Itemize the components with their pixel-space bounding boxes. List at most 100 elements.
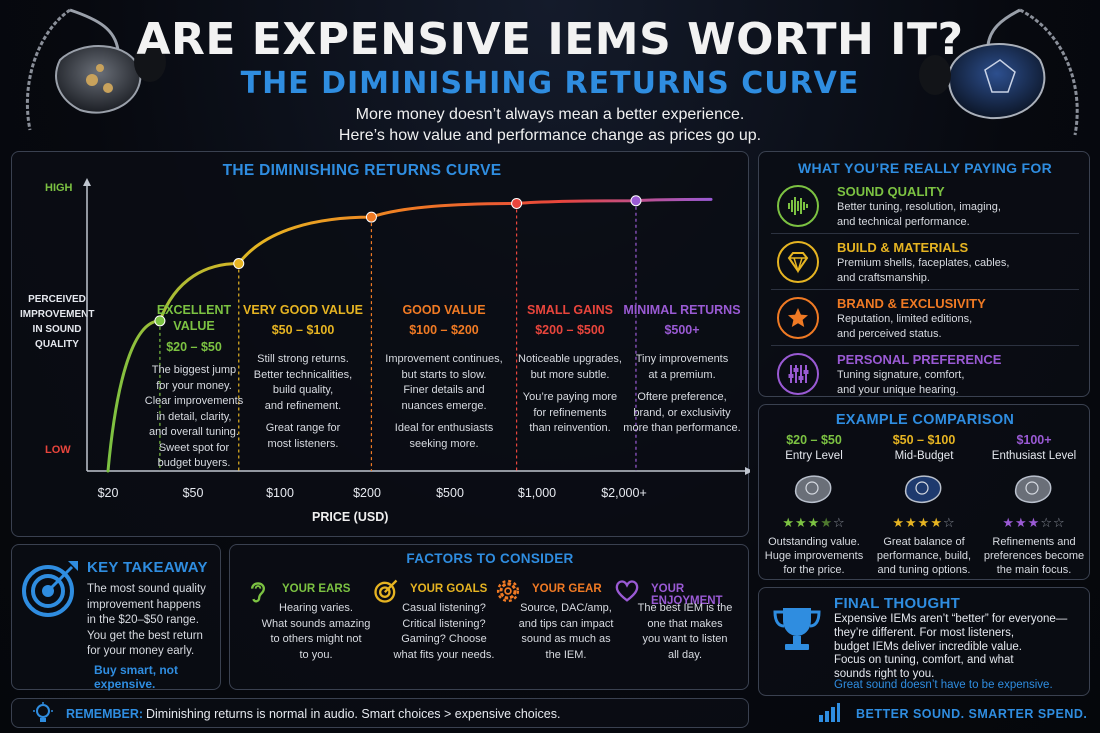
- final-thought-text: Expensive IEMs aren’t “better” for every…: [834, 613, 1086, 682]
- segment-description-line: budget buyers.: [157, 457, 231, 469]
- segment-description-line: Ideal for enthusiasts: [394, 422, 494, 434]
- rating-star: ★: [917, 515, 931, 530]
- factor-desc-line: Critical listening?: [402, 617, 486, 630]
- y-axis-low-label: LOW: [45, 444, 71, 456]
- curve-marker: [154, 315, 166, 327]
- iem-thumbnail: [904, 475, 942, 504]
- factor-title: YOUR GEAR: [532, 583, 602, 595]
- segment-description-line: seeking more.: [409, 437, 479, 450]
- paying-item-icon: [777, 185, 819, 227]
- x-tick-label: $1,000: [518, 486, 556, 500]
- intro-line-2: Here’s how value and performance change …: [338, 127, 762, 144]
- comparison-heading: EXAMPLE COMPARISON: [835, 412, 1015, 428]
- segment-block: EXCELLENT VALUE $20 – $50 The biggest jump…: [124, 302, 264, 472]
- segment-title: VERY GOOD VALUE: [243, 303, 363, 317]
- rating-star: ★: [1002, 515, 1016, 530]
- segment-description: Improvement continues, but starts to slow…: [374, 352, 514, 452]
- segment-range: $50 – $100: [271, 323, 335, 337]
- paying-item-desc: Reputation, limited editions,: [837, 313, 973, 325]
- paying-item-title: PERSONAL PREFERENCE: [837, 352, 1002, 367]
- segment-description-line: Oftere preference,: [637, 391, 727, 403]
- factor-desc-line: all day.: [667, 648, 703, 661]
- sliders-icon: [788, 365, 809, 383]
- rating-star: ★: [1015, 515, 1028, 530]
- segment-description-line: but starts to slow.: [401, 368, 487, 381]
- factor-title: YOUR EARS: [282, 583, 351, 595]
- segment-description-line: and refinement.: [264, 399, 342, 412]
- segment-block: MINIMAL RETURNS $500+ Tiny improvements at …: [612, 302, 752, 437]
- factor-desc-line: one that makes: [647, 617, 723, 630]
- final-thought-line: they’re different. For most listeners,: [834, 626, 1015, 639]
- segment-description-line: most listeners.: [267, 437, 339, 450]
- rating-star: ★: [820, 515, 833, 530]
- takeaway-line: improvement happens: [87, 598, 201, 611]
- page-subtitle: THE DIMINISHING RETURNS CURVE: [240, 66, 860, 101]
- soundwave-icon: [788, 197, 808, 215]
- segment-description-line: for your money.: [156, 379, 232, 392]
- factor-desc-line: the IEM.: [545, 648, 587, 661]
- factor-desc: Hearing varies. What sounds amazing to oth…: [256, 601, 376, 663]
- chart-title: THE DIMINISHING RETURNS CURVE: [222, 162, 502, 179]
- y-axis-title: PERCEIVED IMPROVEMENT IN SOUND QUALITY: [20, 294, 95, 350]
- takeaway-panel: KEY TAKEAWAY The most sound quality impro…: [11, 544, 221, 691]
- final-thought-line: Focus on tuning, comfort, and what: [834, 654, 1014, 667]
- x-axis-title: PRICE (USD): [312, 510, 389, 524]
- comparison-price: $100+: [1016, 433, 1052, 447]
- rating-star: ☆: [1052, 515, 1066, 530]
- ear-icon: [251, 582, 266, 603]
- paying-item-title: BUILD & MATERIALS: [837, 240, 969, 255]
- factor-title: YOUR GOALS: [410, 583, 488, 595]
- rating-star: ★: [1027, 515, 1041, 530]
- rating-star: ★: [892, 515, 906, 530]
- segment-title: MINIMAL RETURNS: [623, 303, 741, 317]
- segment-description: Still strong returns. Better technicaliti…: [233, 352, 373, 452]
- paying-item-desc: and craftsmanship.: [837, 272, 930, 284]
- y-axis-arrow: [83, 178, 91, 186]
- rating-star: ☆: [832, 515, 846, 530]
- segment-description: Tiny improvements at a premium. Oftere pre…: [612, 352, 752, 437]
- takeaway-heading: KEY TAKEAWAY: [87, 559, 208, 576]
- segment-block: VERY GOOD VALUE $50 – $100 Still strong re…: [233, 302, 373, 452]
- segment-description-line: nuances emerge.: [401, 399, 487, 412]
- chart-plot: $20 $50 $100 $200 $500 $1,000 $2,000+: [83, 178, 750, 500]
- factors-panel: FACTORS TO CONSIDER YOUR EARS Hearing var…: [229, 544, 749, 690]
- takeaway-text: The most sound quality improvement happen…: [87, 582, 219, 660]
- remember-text: Diminishing returns is normal in audio. …: [146, 707, 561, 721]
- segment-description-line: [233, 414, 373, 421]
- comparison-level: Enthusiast Level: [991, 450, 1077, 462]
- paying-item-desc: Premium shells, faceplates, cables,: [837, 257, 1010, 269]
- x-tick-label: $2,000+: [601, 486, 647, 500]
- divider: [771, 233, 1079, 234]
- iem-thumbnail: [794, 475, 832, 504]
- rating-star: ★: [905, 515, 918, 530]
- intro-line-1: More money doesn’t always mean a better …: [355, 106, 745, 123]
- final-thought-heading: FINAL THOUGHT: [834, 595, 961, 612]
- segment-range: $500+: [664, 323, 700, 337]
- remember-bar: REMEMBER: Diminishing returns is normal …: [11, 698, 749, 728]
- segment-title: SMALL GAINS: [527, 303, 613, 317]
- paying-item-icon: [777, 353, 819, 395]
- factor-desc-line: what fits your needs.: [393, 648, 495, 661]
- takeaway-line: The most sound quality: [87, 583, 206, 595]
- gear-icon: [496, 579, 520, 603]
- comparison-desc: for the price.: [783, 564, 845, 576]
- factor-desc-line: What sounds amazing: [261, 617, 371, 630]
- segment-range: $20 – $50: [166, 340, 222, 354]
- segment-description-line: [612, 383, 752, 390]
- paying-item-desc: Tuning signature, comfort,: [837, 369, 965, 381]
- final-thought-line: budget IEMs deliver incredible value.: [834, 640, 1022, 653]
- factor-desc-line: Source, DAC/amp,: [520, 602, 612, 614]
- final-thought-tagline: Great sound doesn’t have to be expensive…: [834, 679, 1053, 691]
- heart-icon: [615, 580, 639, 602]
- factor-desc: The best IEM is the one that makes you wan…: [625, 601, 745, 663]
- curve-marker: [511, 197, 523, 209]
- takeaway-tagline: Buy smart, not expensive.: [94, 663, 179, 691]
- factor-desc-line: to you.: [299, 648, 333, 661]
- segment-description-line: [374, 414, 514, 421]
- segment-description: Noticeable upgrades, but more subtle. You’…: [500, 352, 640, 437]
- final-thought-panel: FINAL THOUGHT Expensive IEMs aren’t “bet…: [758, 587, 1090, 696]
- rating-star: ★: [807, 515, 821, 530]
- segment-description: The biggest jump for your money. Clear imp…: [124, 363, 264, 472]
- target-icon: [374, 579, 398, 603]
- rating-stars: ★★★★☆: [774, 515, 854, 531]
